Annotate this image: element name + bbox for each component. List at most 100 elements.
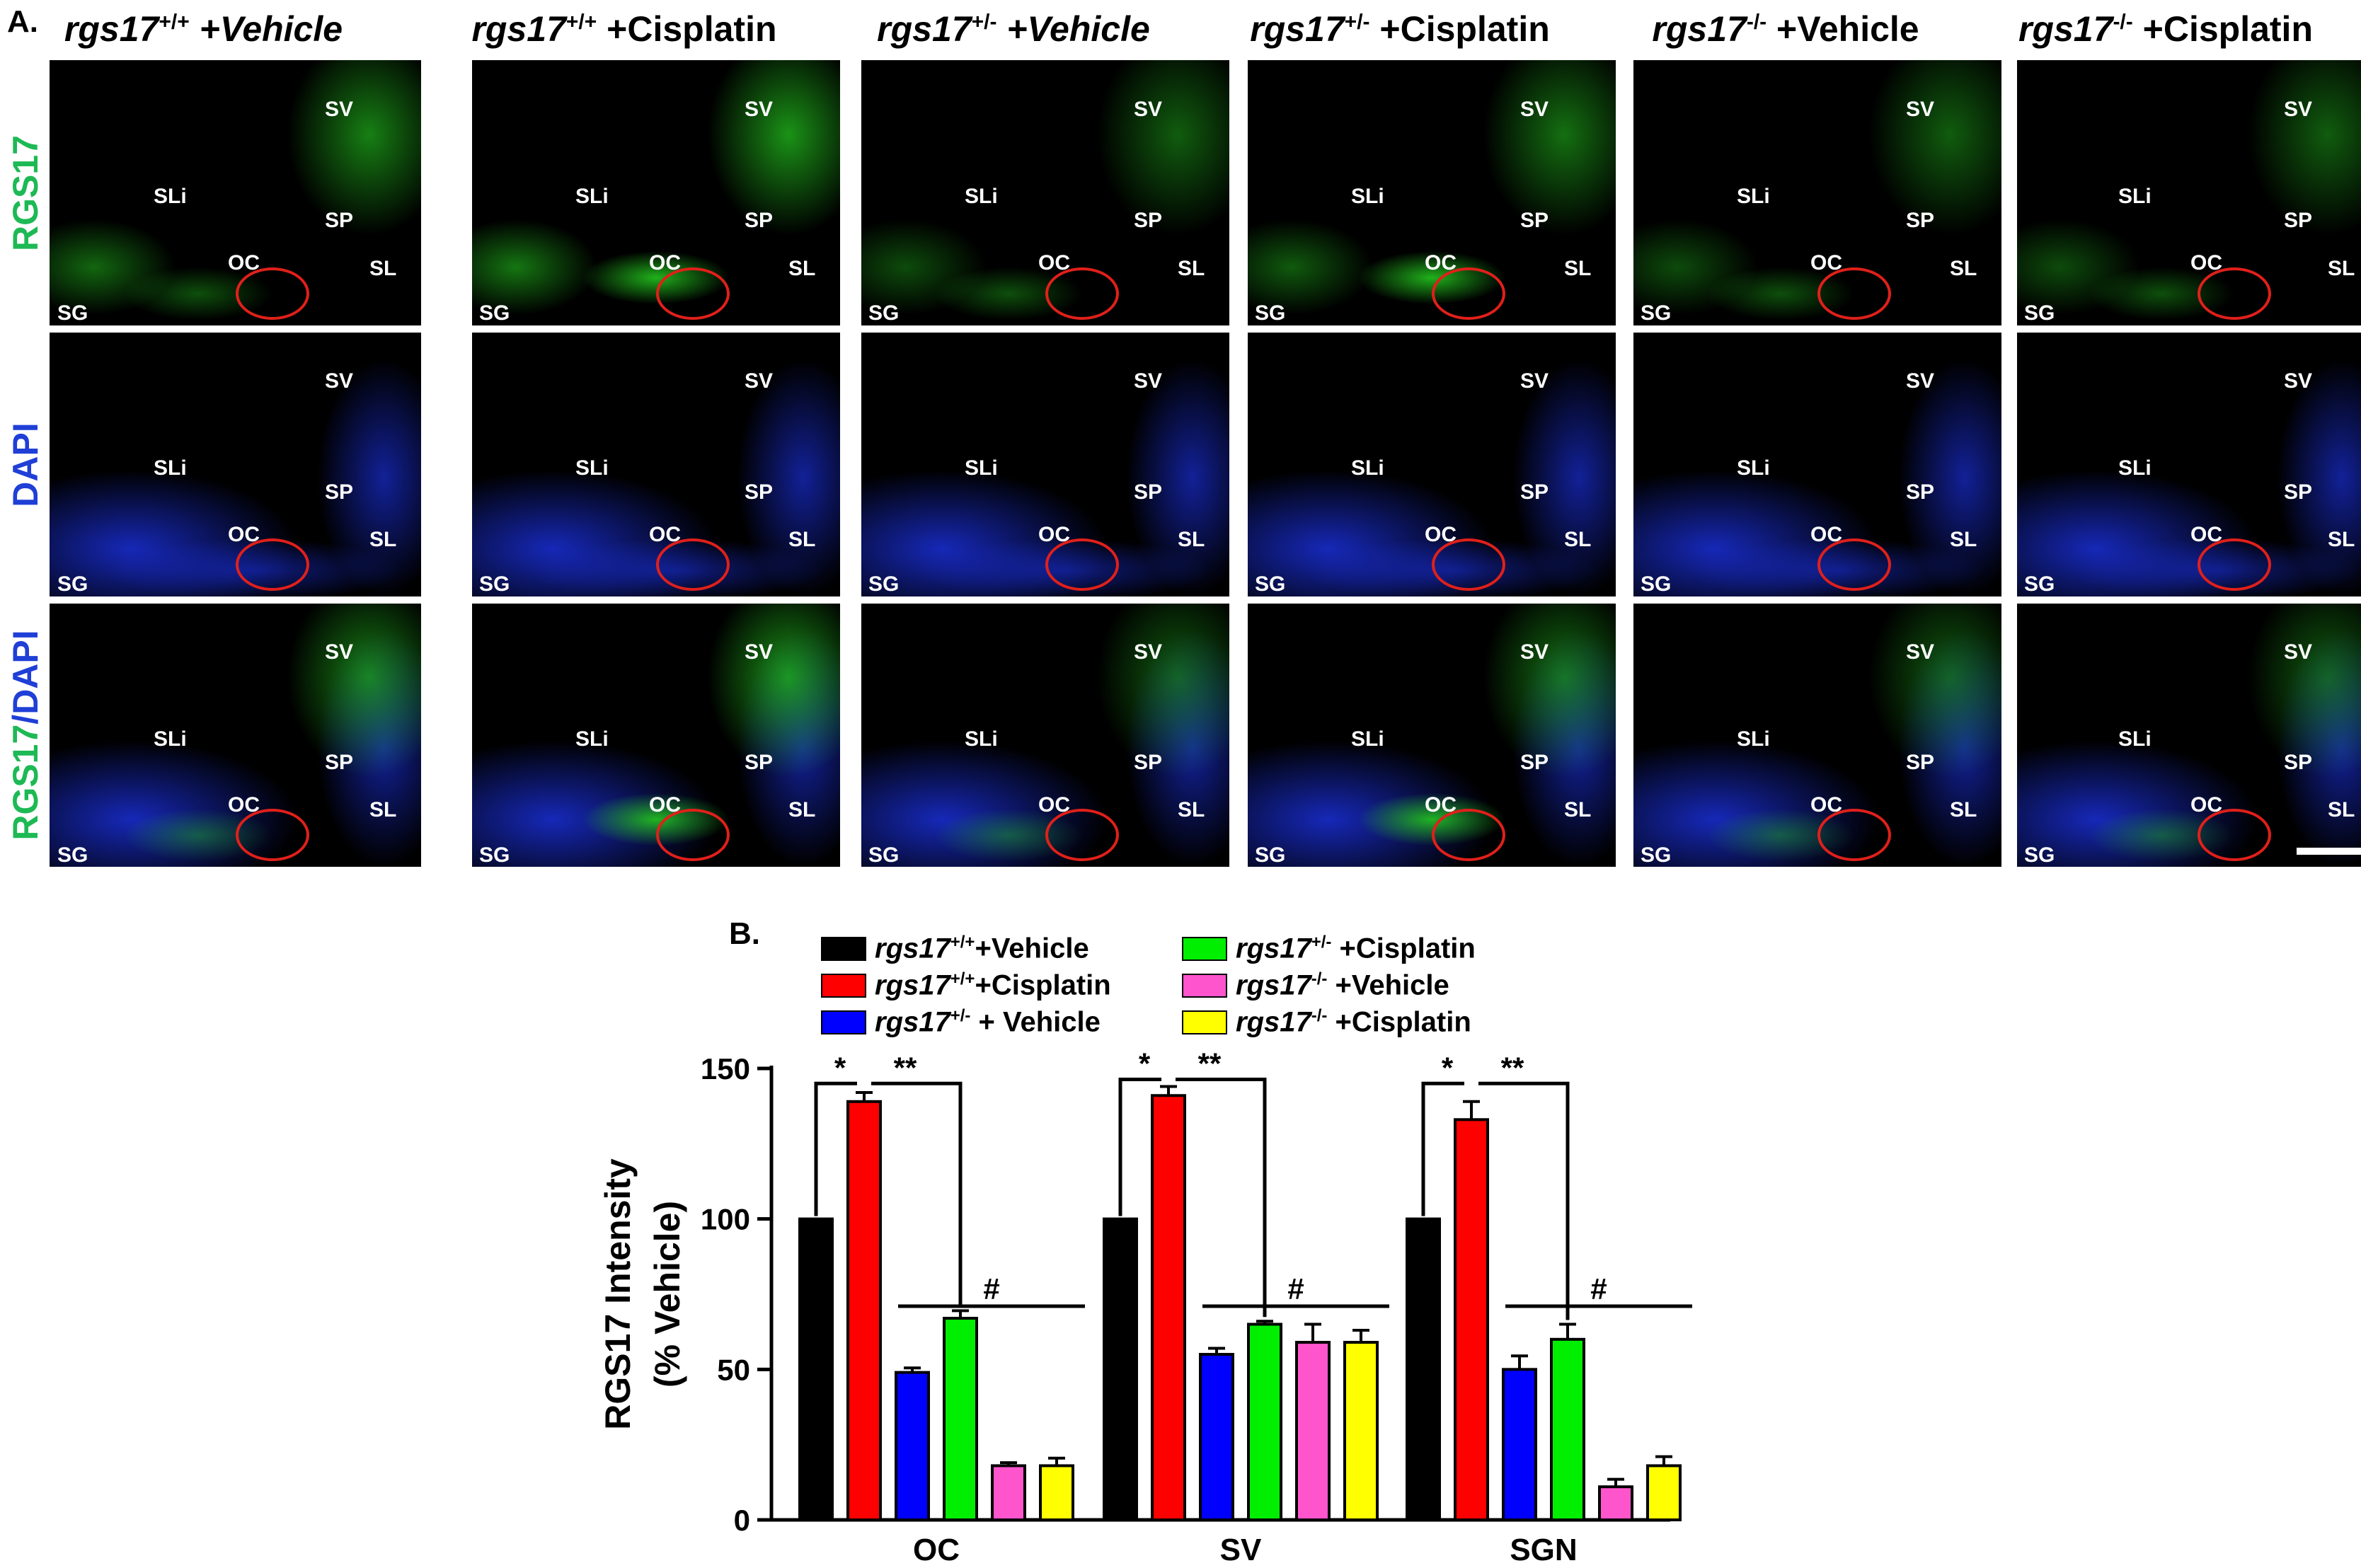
scale-bar <box>2297 848 2361 855</box>
significance-hash: # <box>983 1272 999 1305</box>
column-title-treatment: +Cisplatin <box>597 9 777 49</box>
region-label-sli: SLi <box>2118 456 2152 480</box>
region-label-sp: SP <box>1906 209 1935 232</box>
legend-label-5: rgs17-/- +Vehicle <box>1236 969 1449 1001</box>
y-axis-label: RGS17 Intensity <box>598 1158 638 1430</box>
region-label-sg: SG <box>1255 572 1286 596</box>
region-label-sli: SLi <box>965 456 998 480</box>
column-title-genotype: +/+ <box>565 10 597 34</box>
region-label-sv: SV <box>1134 369 1163 393</box>
micrograph-blue-4: SV SLi SP OC SL SG <box>1248 333 1616 596</box>
region-label-sli: SLi <box>2118 727 2152 751</box>
region-label-sv: SV <box>1520 98 1549 121</box>
region-label-sp: SP <box>745 480 774 504</box>
region-label-sl: SL <box>1564 257 1592 280</box>
region-label-sg: SG <box>2024 301 2055 325</box>
region-label-sg: SG <box>57 301 88 325</box>
region-label-sli: SLi <box>154 456 187 480</box>
y-tick-label: 100 <box>701 1203 750 1236</box>
region-label-sg: SG <box>1255 301 1286 325</box>
region-label-sp: SP <box>1906 751 1935 774</box>
bracket-right <box>871 1081 963 1307</box>
micrograph-green-1: SV SLi SP OC SL SG <box>50 60 421 325</box>
bar-sgn-6 <box>1646 1464 1682 1521</box>
micrograph-green-4: SV SLi SP OC SL SG <box>1248 60 1616 325</box>
column-title-treatment: +Cisplatin <box>1369 9 1550 49</box>
micrograph-merge-5: SV SLi SP OC SL SG <box>1633 604 2001 867</box>
roi-circle <box>236 267 309 320</box>
legend-swatch-2 <box>821 974 866 998</box>
region-label-sli: SLi <box>575 727 609 751</box>
significance-single: * <box>834 1051 846 1084</box>
region-label-sv: SV <box>1906 640 1935 664</box>
micrograph-blue-2: SV SLi SP OC SL SG <box>472 333 840 596</box>
region-label-sg: SG <box>868 301 900 325</box>
x-tick-label: OC <box>913 1533 960 1567</box>
roi-circle <box>1817 267 1891 320</box>
region-label-sp: SP <box>1520 209 1549 232</box>
region-label-sl: SL <box>369 528 397 551</box>
bracket-right <box>1176 1078 1267 1318</box>
bar-sgn-5 <box>1598 1485 1633 1522</box>
column-title-genotype: +/- <box>1344 10 1370 34</box>
region-label-sli: SLi <box>965 727 998 751</box>
region-label-sl: SL <box>369 798 397 822</box>
roi-circle <box>236 538 309 591</box>
region-label-sg: SG <box>1641 301 1672 325</box>
region-label-sl: SL <box>788 798 816 822</box>
region-label-sli: SLi <box>1737 185 1770 208</box>
region-label-sg: SG <box>479 572 510 596</box>
micrograph-green-2: SV SLi SP OC SL SG <box>472 60 840 325</box>
legend-swatch-1 <box>821 937 866 961</box>
region-label-sl: SL <box>1564 528 1592 551</box>
region-label-sg: SG <box>479 843 510 867</box>
micrograph-blue-6: SV SLi SP OC SL SG <box>2017 333 2361 596</box>
region-label-sg: SG <box>1641 572 1672 596</box>
legend-label-6: rgs17-/- +Cisplatin <box>1236 1006 1471 1038</box>
significance-double: ** <box>894 1051 917 1084</box>
column-title-2: rgs17+/+ +Cisplatin <box>437 8 812 50</box>
region-label-sl: SL <box>1950 528 1977 551</box>
column-title-genotype: +/- <box>971 10 997 34</box>
region-label-sv: SV <box>2284 640 2313 664</box>
column-title-gene: rgs17 <box>2018 9 2113 49</box>
region-label-sli: SLi <box>1351 727 1384 751</box>
region-label-sl: SL <box>1950 798 1977 822</box>
roi-circle <box>2198 267 2271 320</box>
region-label-sl: SL <box>788 257 816 280</box>
column-title-genotype: +/+ <box>159 10 190 34</box>
column-title-gene: rgs17 <box>64 9 159 49</box>
bar-sv-3 <box>1199 1353 1234 1521</box>
bar-oc-2 <box>846 1100 882 1521</box>
region-label-sli: SLi <box>1351 456 1384 480</box>
region-label-sp: SP <box>745 751 774 774</box>
bar-sgn-3 <box>1502 1368 1537 1522</box>
region-label-sl: SL <box>2328 528 2355 551</box>
column-title-3: rgs17+/- +Vehicle <box>826 8 1201 50</box>
micrograph-merge-4: SV SLi SP OC SL SG <box>1248 604 1616 867</box>
column-title-gene: rgs17 <box>877 9 972 49</box>
column-title-5: rgs17-/- +Vehicle <box>1598 8 1973 50</box>
region-label-sli: SLi <box>965 185 998 208</box>
roi-circle <box>2198 809 2271 861</box>
panel-b-letter: B. <box>729 916 760 951</box>
bar-oc-3 <box>895 1371 930 1521</box>
bar-sv-4 <box>1247 1322 1282 1521</box>
bar-oc-5 <box>991 1464 1026 1521</box>
y-tick-label: 150 <box>701 1052 750 1085</box>
column-title-4: rgs17+/- +Cisplatin <box>1212 8 1587 50</box>
y-tick-label: 0 <box>734 1504 750 1537</box>
column-title-gene: rgs17 <box>471 9 566 49</box>
region-label-sli: SLi <box>154 727 187 751</box>
bar-sv-6 <box>1343 1341 1379 1522</box>
micrograph-blue-1: SV SLi SP OC SL SG <box>50 333 421 596</box>
region-label-sv: SV <box>1134 640 1163 664</box>
legend-swatch-6 <box>1182 1010 1227 1034</box>
roi-circle <box>2198 538 2271 591</box>
region-label-sli: SLi <box>1351 185 1384 208</box>
region-label-sp: SP <box>1520 480 1549 504</box>
region-label-sli: SLi <box>575 456 609 480</box>
region-label-sg: SG <box>1641 843 1672 867</box>
column-title-gene: rgs17 <box>1652 9 1747 49</box>
